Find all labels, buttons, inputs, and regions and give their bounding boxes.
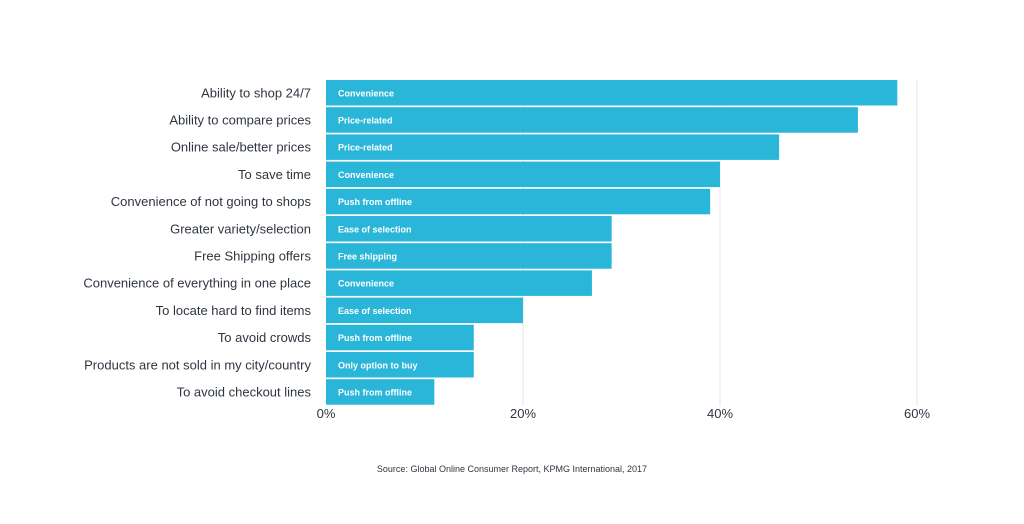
- bar-label: Price-related: [338, 143, 393, 153]
- bar-label: Convenience: [338, 170, 394, 180]
- bar-label: Push from offline: [338, 387, 412, 397]
- bar-label: Ease of selection: [338, 224, 412, 234]
- category-label: Ability to shop 24/7: [201, 85, 311, 100]
- bar: [326, 297, 523, 324]
- bar: [326, 107, 858, 133]
- x-axis-ticks: 0% 20% 40% 60%: [317, 406, 931, 421]
- bar-label: Convenience: [338, 88, 394, 98]
- category-label: To save time: [238, 167, 311, 182]
- bar-label: Convenience: [338, 279, 394, 289]
- bars: Convenience Price-related Price-related Con…: [326, 80, 898, 405]
- category-label: To avoid checkout lines: [177, 384, 312, 399]
- bar: [326, 134, 780, 160]
- bar: [326, 270, 592, 296]
- x-tick-label: 0%: [317, 406, 336, 421]
- bar-label: Push from offline: [338, 197, 412, 207]
- category-label: Online sale/better prices: [171, 140, 312, 155]
- bar-label: Only option to buy: [338, 360, 418, 370]
- category-label: Ability to compare prices: [169, 112, 311, 127]
- category-label: To avoid crowds: [218, 330, 312, 345]
- category-label: To locate hard to find items: [156, 303, 312, 318]
- category-label: Greater variety/selection: [170, 221, 311, 236]
- x-tick-label: 40%: [707, 406, 733, 421]
- gridlines: [522, 80, 918, 406]
- bar: [326, 324, 474, 351]
- bar: [326, 216, 612, 242]
- category-label: Convenience of everything in one place: [83, 276, 311, 291]
- category-label: Convenience of not going to shops: [111, 194, 312, 209]
- bar: [326, 352, 474, 378]
- bar-label: Free shipping: [338, 251, 397, 261]
- category-label: Free Shipping offers: [194, 248, 311, 263]
- bar: [326, 80, 898, 106]
- category-labels: Ability to shop 24/7 Ability to compare p…: [83, 85, 311, 399]
- bar-label: Ease of selection: [338, 306, 412, 316]
- bar: [326, 243, 612, 269]
- bar: [326, 379, 435, 405]
- category-label: Products are not sold in my city/country: [84, 357, 311, 372]
- source-note: Source: Global Online Consumer Report, K…: [376, 464, 648, 474]
- bar: [326, 161, 720, 188]
- bar: [326, 188, 711, 215]
- bar-label: Push from offline: [338, 333, 412, 343]
- x-tick-label: 20%: [510, 406, 536, 421]
- bar-label: Price-related: [338, 115, 393, 125]
- x-tick-label: 60%: [904, 406, 930, 421]
